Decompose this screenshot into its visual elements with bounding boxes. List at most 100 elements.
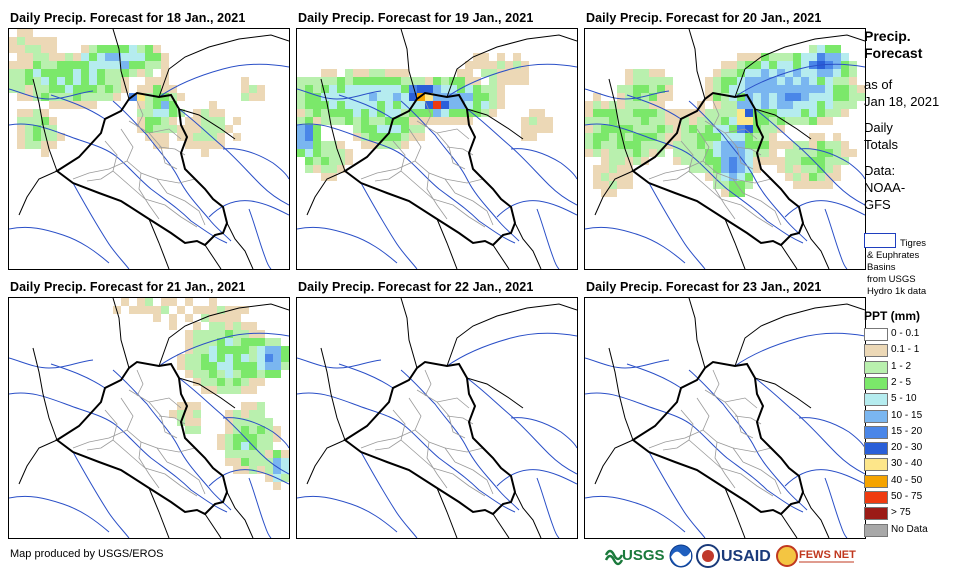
precip-cell bbox=[121, 53, 129, 61]
precip-cell bbox=[377, 125, 385, 133]
precip-cell bbox=[81, 93, 89, 101]
precip-cell bbox=[249, 362, 257, 370]
precip-cell bbox=[353, 69, 361, 77]
precip-cell bbox=[201, 354, 209, 362]
precip-cell bbox=[401, 69, 409, 77]
country-line bbox=[754, 377, 812, 409]
precip-cell bbox=[33, 141, 41, 149]
precip-cell bbox=[769, 125, 777, 133]
precip-cell bbox=[721, 101, 729, 109]
precip-cell bbox=[337, 85, 345, 93]
precip-cell bbox=[257, 410, 265, 418]
river-line bbox=[178, 377, 289, 475]
precip-cell bbox=[737, 101, 745, 109]
precip-cell bbox=[625, 69, 633, 77]
precip-cell bbox=[609, 125, 617, 133]
precip-cell bbox=[201, 338, 209, 346]
precip-cell bbox=[225, 370, 233, 378]
precip-cell bbox=[161, 85, 169, 93]
precip-cell bbox=[201, 330, 209, 338]
precip-cell bbox=[369, 133, 377, 141]
precip-cell bbox=[137, 85, 145, 93]
precip-cell bbox=[169, 314, 177, 322]
precip-cell bbox=[33, 53, 41, 61]
precip-cell bbox=[249, 402, 257, 410]
precip-cell bbox=[313, 77, 321, 85]
precip-cell bbox=[321, 149, 329, 157]
precip-cell bbox=[41, 93, 49, 101]
precip-cell bbox=[105, 45, 113, 53]
precip-cell bbox=[809, 165, 817, 173]
precip-cell bbox=[625, 165, 633, 173]
precip-cell bbox=[33, 45, 41, 53]
precip-cell bbox=[305, 93, 313, 101]
precip-cell bbox=[777, 109, 785, 117]
precip-cell bbox=[273, 346, 281, 354]
precip-cell bbox=[17, 53, 25, 61]
precip-cell bbox=[793, 69, 801, 77]
precip-cell bbox=[601, 117, 609, 125]
precip-cell bbox=[449, 117, 457, 125]
precip-cell bbox=[297, 149, 305, 157]
precip-cell bbox=[273, 466, 281, 474]
precip-cell bbox=[513, 53, 521, 61]
precip-cell bbox=[73, 93, 81, 101]
precip-cell bbox=[313, 93, 321, 101]
precip-cell bbox=[57, 61, 65, 69]
country-line bbox=[514, 222, 542, 269]
precip-cell bbox=[305, 85, 313, 93]
precip-cell bbox=[489, 77, 497, 85]
precip-cell bbox=[41, 133, 49, 141]
precip-cell bbox=[825, 165, 833, 173]
precip-cell bbox=[217, 322, 225, 330]
precip-cell bbox=[313, 109, 321, 117]
precip-cell bbox=[593, 109, 601, 117]
precip-cell bbox=[97, 85, 105, 93]
legend-swatch bbox=[864, 393, 888, 407]
precip-cell bbox=[625, 173, 633, 181]
river-line bbox=[798, 417, 865, 449]
country-borders bbox=[306, 29, 577, 269]
precip-cell bbox=[201, 370, 209, 378]
precip-cell bbox=[201, 141, 209, 149]
precip-cell bbox=[601, 189, 609, 197]
precip-cell bbox=[689, 149, 697, 157]
precip-cell bbox=[809, 141, 817, 149]
precip-cell bbox=[177, 362, 185, 370]
precip-cell bbox=[209, 125, 217, 133]
precip-cell bbox=[729, 181, 737, 189]
precip-cell bbox=[721, 85, 729, 93]
precip-cell bbox=[409, 109, 417, 117]
precip-cell bbox=[201, 386, 209, 394]
precip-cell bbox=[49, 85, 57, 93]
precip-cell bbox=[713, 149, 721, 157]
precip-cell bbox=[97, 61, 105, 69]
precip-cell bbox=[777, 101, 785, 109]
precip-cell bbox=[281, 474, 289, 482]
precip-cell bbox=[817, 149, 825, 157]
precip-cell bbox=[297, 125, 305, 133]
river-line bbox=[338, 94, 394, 120]
precip-cell bbox=[209, 322, 217, 330]
province-line bbox=[732, 178, 772, 184]
precip-cell bbox=[769, 61, 777, 69]
precip-cell bbox=[225, 410, 233, 418]
province-line bbox=[136, 369, 144, 397]
precip-cell bbox=[753, 165, 761, 173]
precip-cell bbox=[809, 157, 817, 165]
precip-cell bbox=[593, 181, 601, 189]
precip-cell bbox=[49, 133, 57, 141]
precip-cell bbox=[705, 173, 713, 181]
precip-cell bbox=[33, 125, 41, 133]
province-line bbox=[742, 461, 782, 495]
precip-cell bbox=[281, 346, 289, 354]
legend-swatch bbox=[864, 425, 888, 439]
precip-cell bbox=[377, 69, 385, 77]
precip-cell bbox=[265, 458, 273, 466]
precip-cell bbox=[153, 117, 161, 125]
province-line bbox=[742, 192, 782, 226]
precip-cell bbox=[49, 93, 57, 101]
legend-swatch bbox=[864, 360, 888, 374]
precip-cell bbox=[161, 306, 169, 314]
precip-cell bbox=[633, 109, 641, 117]
